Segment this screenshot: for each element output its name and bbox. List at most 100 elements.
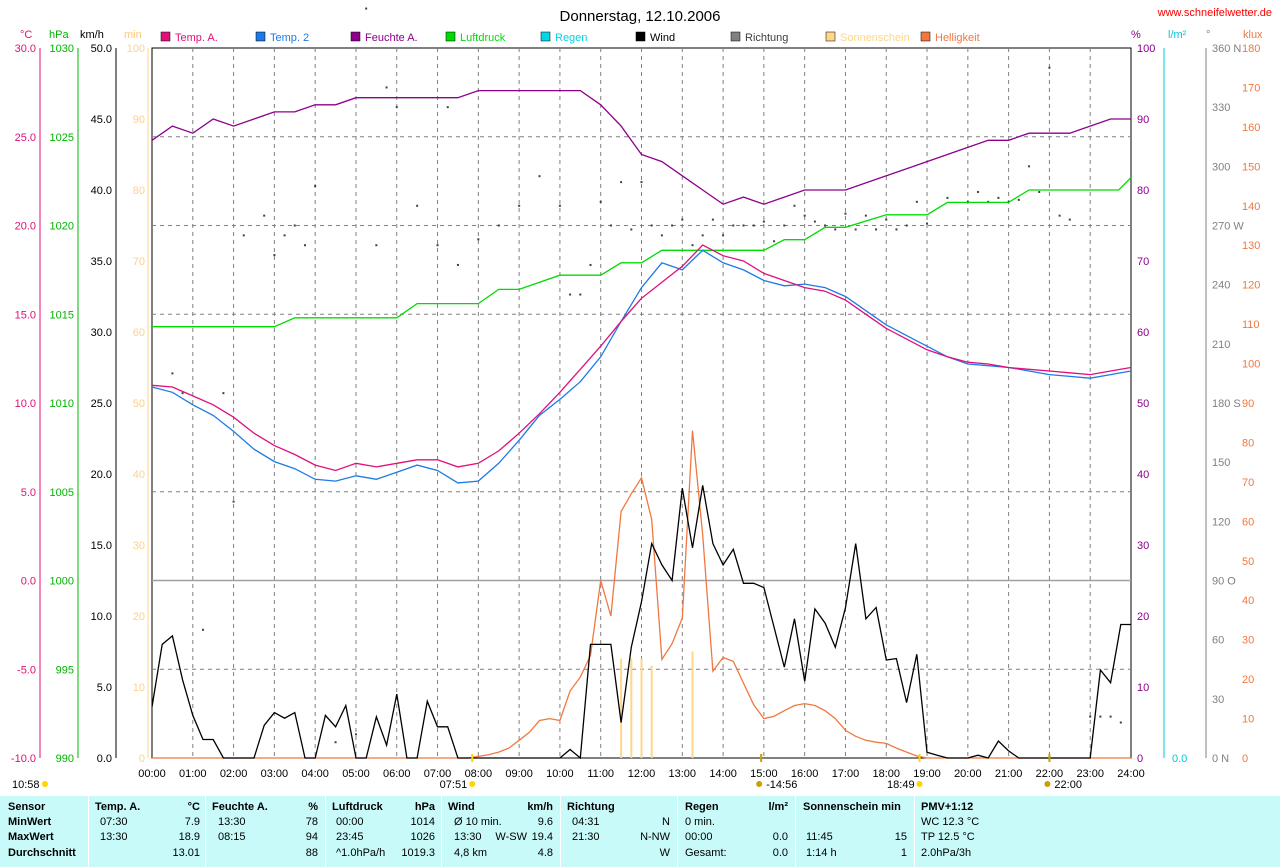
tick-klux: 170 — [1242, 82, 1260, 94]
sunshine-value: 15 — [894, 831, 907, 843]
point-richtung — [283, 234, 286, 237]
point-richtung — [1048, 66, 1051, 69]
tick-min: 40 — [133, 469, 145, 481]
column-divider — [677, 796, 678, 867]
point-richtung — [660, 234, 663, 237]
legend-swatch — [635, 31, 646, 42]
point-richtung — [579, 293, 582, 296]
tick-temp: 0.0 — [21, 576, 36, 588]
chart-title: Donnerstag, 12.10.2006 — [560, 8, 721, 25]
point-richtung — [803, 214, 806, 217]
tick-deg: 30 — [1212, 694, 1224, 706]
tick-pct: 20 — [1137, 611, 1149, 623]
tick-x: 17:00 — [832, 768, 860, 780]
point-richtung — [558, 204, 561, 207]
tick-x: 09:00 — [505, 768, 533, 780]
tick-hpa: 1015 — [50, 309, 74, 321]
humidity-value: 94 — [305, 831, 318, 843]
point-richtung — [915, 200, 918, 203]
statistics-table: Sensor MinWert MaxWert Durchschnitt Temp. A.… — [0, 796, 1280, 867]
legend-swatch — [160, 31, 171, 42]
tick-deg: 150 — [1212, 457, 1230, 469]
unit-temp: °C — [20, 29, 32, 41]
point-richtung — [436, 244, 439, 247]
tick-kmh: 45.0 — [91, 114, 112, 126]
point-richtung — [456, 263, 459, 266]
point-richtung — [824, 224, 827, 227]
tick-x: 04:00 — [301, 768, 329, 780]
legend-label: Richtung — [745, 32, 788, 44]
tick-x: 16:00 — [791, 768, 819, 780]
point-richtung — [395, 106, 398, 109]
humidity-header: Feuchte A. — [212, 801, 268, 813]
sunshine-time: 11:45 — [806, 831, 833, 843]
tick-kmh: 0.0 — [97, 753, 112, 765]
point-richtung — [885, 218, 888, 221]
tick-x: 12:00 — [628, 768, 656, 780]
point-richtung — [201, 628, 204, 631]
point-richtung — [538, 175, 541, 178]
tick-hpa: 1020 — [50, 221, 74, 233]
point-richtung — [385, 86, 388, 89]
wind-time: Ø 10 min. — [454, 816, 502, 828]
tick-x: 18:00 — [872, 768, 900, 780]
tick-klux: 10 — [1242, 714, 1254, 726]
rain-unit: l/m² — [768, 801, 788, 813]
legend-swatch — [445, 31, 456, 42]
unit-klux: klux — [1243, 29, 1263, 41]
moon-icon — [42, 781, 48, 787]
tick-kmh: 15.0 — [91, 540, 112, 552]
column-divider — [560, 796, 561, 867]
point-richtung — [773, 240, 776, 243]
unit-deg: ° — [1206, 29, 1210, 41]
direction-value: N-NW — [640, 831, 670, 843]
column-divider — [325, 796, 326, 867]
point-richtung — [569, 293, 572, 296]
tick-deg: 270 W — [1212, 221, 1244, 233]
tick-temp: -5.0 — [17, 664, 36, 676]
point-richtung — [1109, 715, 1112, 718]
point-richtung — [732, 224, 735, 227]
tick-klux: 20 — [1242, 674, 1254, 686]
wind-direction: W-SW — [495, 831, 527, 843]
tick-temp: 10.0 — [15, 398, 36, 410]
legend-label: Sonnenschein — [840, 32, 910, 44]
series-layer — [151, 7, 1132, 760]
rain-time: 0 min. — [685, 816, 715, 828]
wind-value: 9.6 — [537, 816, 553, 828]
tick-temp: 30.0 — [15, 43, 36, 55]
point-richtung — [416, 204, 419, 207]
point-richtung — [293, 224, 296, 227]
tick-x: 06:00 — [383, 768, 411, 780]
point-richtung — [171, 372, 174, 375]
point-richtung — [630, 228, 633, 231]
tick-min: 10 — [133, 682, 145, 694]
tick-x: 15:00 — [750, 768, 778, 780]
sunrise-label: 07:51 — [440, 779, 468, 791]
unit-lm2: l/m² — [1168, 29, 1187, 41]
point-richtung — [711, 218, 714, 221]
sunrise-icon — [469, 781, 476, 787]
temp-time: 07:30 — [100, 816, 128, 828]
point-richtung — [671, 224, 674, 227]
tick-pct: 100 — [1137, 43, 1155, 55]
tick-deg: 60 — [1212, 635, 1224, 647]
temp-value: 18.9 — [178, 831, 200, 843]
rain-value: 0.0 — [772, 831, 788, 843]
point-richtung — [722, 234, 725, 237]
tick-deg: 330 — [1212, 102, 1230, 114]
pressure-header: Luftdruck — [332, 801, 383, 813]
tick-x: 19:00 — [913, 768, 941, 780]
pressure-value: 1014 — [410, 816, 435, 828]
point-richtung — [232, 500, 235, 503]
point-richtung — [1058, 214, 1061, 217]
tick-hpa: 1000 — [50, 576, 74, 588]
tick-temp: 25.0 — [15, 132, 36, 144]
tick-x: 05:00 — [342, 768, 370, 780]
legend-swatch — [255, 31, 266, 42]
sunset-label: 18:49 — [887, 779, 915, 791]
tick-x: 14:00 — [709, 768, 737, 780]
pmv-value: TP 12.5 °C — [921, 831, 975, 843]
wind-value: 19.4 — [531, 831, 553, 843]
tick-min: 0 — [139, 753, 145, 765]
